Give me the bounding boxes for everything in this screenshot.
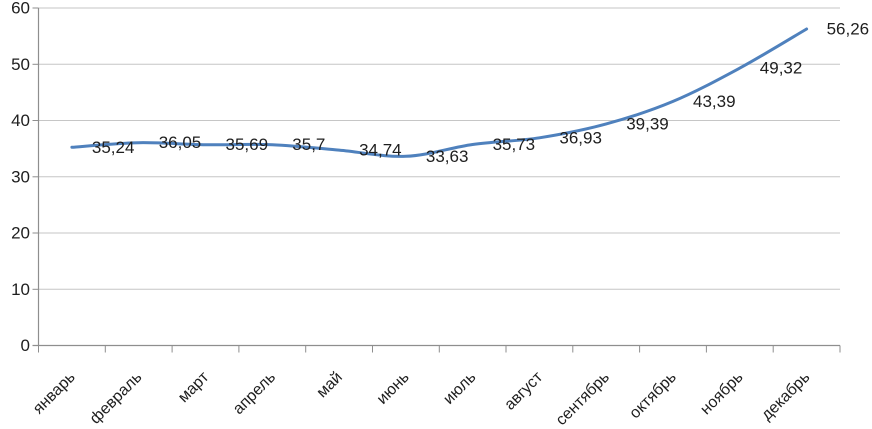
x-axis-label: май [314, 369, 346, 401]
data-label: 35,7 [292, 135, 325, 154]
y-axis-label: 60 [11, 0, 30, 18]
x-axis-label: сентябрь [553, 369, 613, 429]
data-label: 43,39 [693, 92, 736, 111]
data-label: 33,63 [426, 147, 469, 166]
gridlines-group [38, 7, 840, 290]
y-axis-label: 10 [11, 280, 30, 299]
data-label: 36,05 [159, 133, 202, 152]
x-axis-label: август [501, 368, 546, 413]
data-label: 39,39 [626, 114, 669, 133]
y-axis-label: 40 [11, 111, 30, 130]
y-axis-label: 30 [11, 167, 30, 186]
data-label: 35,69 [226, 135, 269, 154]
data-label: 49,32 [760, 59, 803, 78]
x-axis-label: ноябрь [697, 369, 746, 418]
x-axis-label: октябрь [626, 369, 679, 422]
y-axis-label: 20 [11, 224, 30, 243]
series-group [70, 27, 809, 158]
x-axis-label: февраль [87, 369, 146, 428]
ticks-group [32, 7, 841, 353]
y-axis-label: 50 [11, 55, 30, 74]
x-axis-label: июнь [374, 369, 413, 408]
x-axis-label: апрель [230, 369, 279, 418]
data-labels-group: 35,24 36,05 35,69 35,7 34,74 33,63 35,73 36,93 3… [92, 20, 869, 166]
x-axis-label: июль [440, 369, 479, 408]
x-axis-label: январь [30, 369, 79, 418]
series-line [70, 27, 809, 158]
data-label: 35,73 [493, 135, 536, 154]
y-axis-label: 0 [21, 336, 30, 355]
data-label: 56,26 [827, 20, 870, 39]
y-axis-labels-group: 0 10 20 30 40 50 60 [11, 0, 30, 355]
data-label: 36,93 [559, 128, 602, 147]
x-axis-label: март [175, 368, 213, 406]
x-axis-labels-group: январь февраль март апрель май июнь июль август… [30, 368, 813, 429]
data-label: 35,24 [92, 138, 135, 157]
data-label: 34,74 [359, 141, 402, 160]
x-axis-label: декабрь [758, 369, 813, 424]
